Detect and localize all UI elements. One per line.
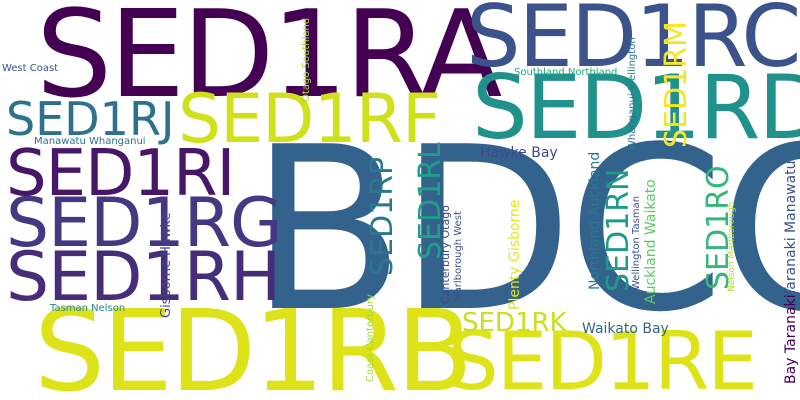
word-whanganui-wellington: Whanganui Wellington bbox=[627, 37, 638, 150]
word-sed1rf: SED1RF bbox=[178, 80, 441, 159]
word-sed1re: SED1RE bbox=[448, 315, 758, 400]
word-marlborough-west: Marlborough West bbox=[453, 211, 464, 302]
word-hawke-bay: Hawke Bay bbox=[480, 145, 558, 161]
word-west-coast: West Coast bbox=[2, 63, 59, 74]
word-sed1rn: SED1RN bbox=[601, 168, 636, 292]
word-plenty-gisborne: Plenty Gisborne bbox=[507, 199, 523, 310]
word-canterbury-otago: Canterbury Otago bbox=[439, 205, 452, 304]
word-coast-canterbury: Coast Canterbury bbox=[365, 294, 376, 382]
word-wellington-tasman: Wellington Tasman bbox=[631, 195, 642, 290]
word-sed1ra: SED1RA bbox=[36, 0, 502, 125]
word-sed1rh: SED1RH bbox=[6, 238, 281, 317]
word-otago-southland: Otago Southland bbox=[301, 17, 312, 102]
word-sed1rk: SED1RK bbox=[462, 308, 567, 338]
word-gisborne-hawke: Gisborne Hawke bbox=[159, 212, 174, 318]
word-bdcq: BDCQ bbox=[250, 99, 800, 362]
word-southland-northland: Southland Northland bbox=[514, 67, 618, 78]
word-northland-auckland: Waikato Bay bbox=[582, 321, 669, 337]
word-auckland-waikato: Auckland Waikato bbox=[643, 179, 659, 304]
word-sed1rb: SED1RB bbox=[34, 287, 473, 400]
word-bay-taranaki: Bay Taranaki bbox=[783, 294, 799, 384]
word-sed1rp: SED1RP bbox=[365, 156, 400, 276]
word-sed1ri: SED1RI bbox=[6, 137, 235, 211]
word-tasman-nelson: Tasman Nelson bbox=[50, 303, 126, 314]
word-taranaki-manawatu: Taranaki Manawatu bbox=[783, 160, 799, 296]
word-sed1rd: SED1RD bbox=[472, 56, 800, 159]
word-sed1rm: SED1RM bbox=[659, 21, 694, 148]
word-sed1rj: SED1RJ bbox=[6, 92, 175, 146]
word-manawatu-whanganui: Manawatu Whanganui bbox=[34, 136, 146, 147]
word-sed1rg: SED1RG bbox=[6, 184, 283, 263]
word-nelson-marlborough: Nelson Marlborough bbox=[727, 201, 737, 292]
word-sed1rc: SED1RC bbox=[466, 0, 800, 87]
word-waikato-bay: Northland Auckland bbox=[587, 151, 603, 290]
